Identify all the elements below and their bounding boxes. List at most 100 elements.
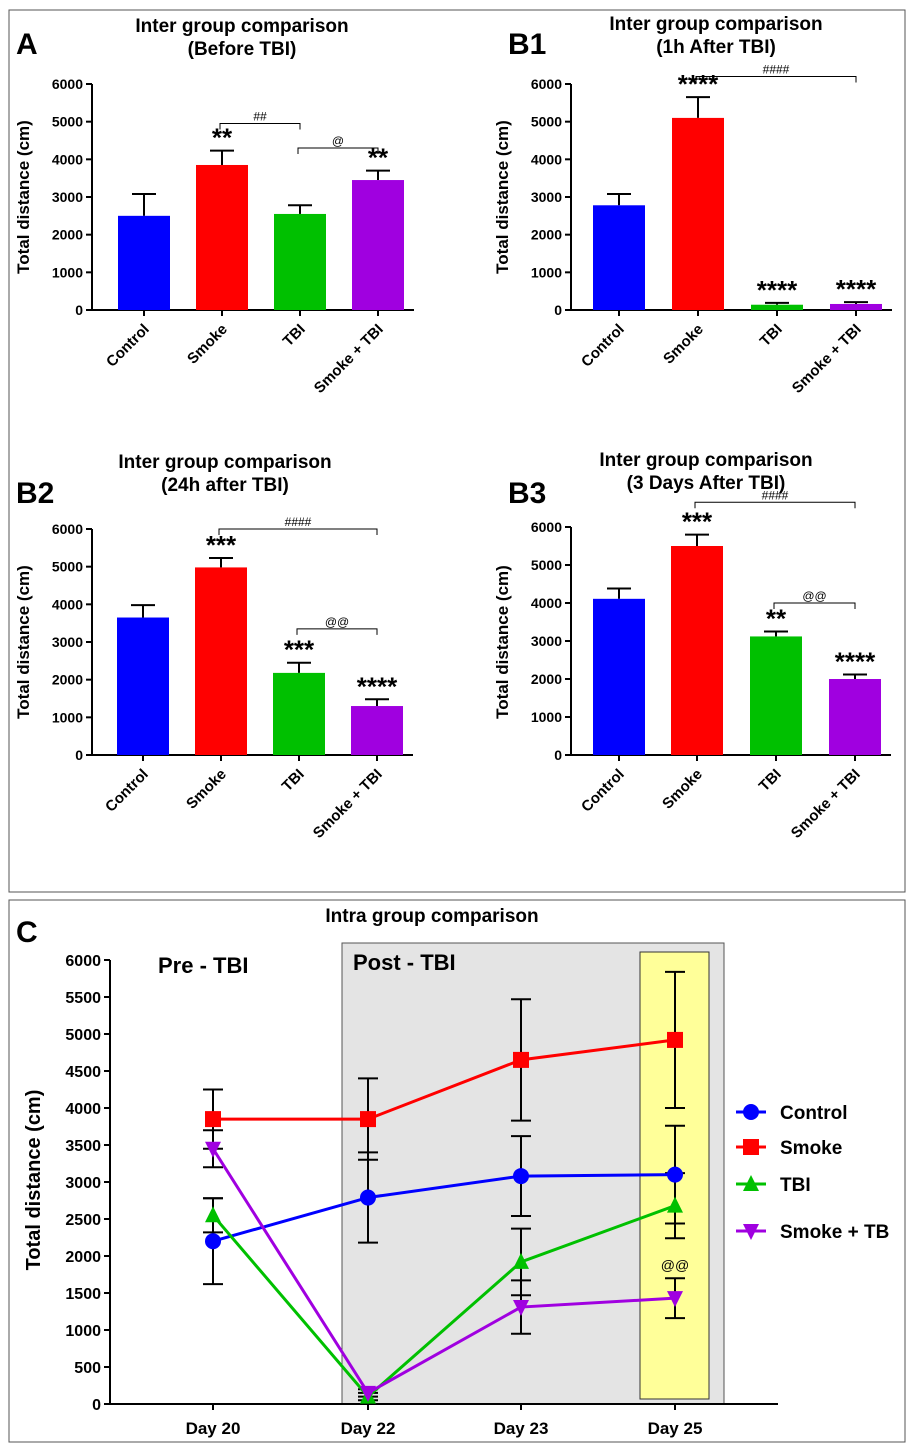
panel-b1-ytick-label: 1000	[531, 264, 562, 280]
bottom-panel-frame	[8, 899, 906, 1443]
panel-c-data-point	[205, 1111, 221, 1128]
panel-b3-ytick-label: 0	[554, 747, 562, 763]
panel-b1-bar	[593, 205, 645, 310]
panel-c-legend: Control Smoke TBI Smoke + TB	[736, 1103, 889, 1243]
panel-b3-ytick-label: 5000	[531, 557, 562, 573]
panel-b3-ytick-label: 2000	[531, 671, 562, 687]
panel-c-ylabel: Total distance (cm)	[23, 1090, 45, 1271]
panel-a-ylabel: Total distance (cm)	[14, 120, 33, 274]
panel-b2-ytick-label: 6000	[52, 521, 83, 537]
panel-a-significance-stars: **	[368, 143, 389, 173]
panel-b1-significance-stars: ****	[757, 275, 798, 305]
panel-b2-ytick-label: 1000	[52, 709, 83, 725]
legend-label: Control	[780, 1103, 848, 1124]
panel-b2-bar	[195, 567, 247, 755]
panel-b2-title: Inter group comparison	[118, 452, 331, 473]
panel-b1-ytick-label: 4000	[531, 151, 562, 167]
panel-a-bracket-label: @	[332, 134, 344, 148]
panel-b3-bar	[593, 598, 645, 755]
panel-a-ytick-label: 0	[75, 302, 83, 318]
panel-b2-ytick-label: 4000	[52, 596, 83, 612]
panel-c-ytick-label: 1500	[65, 1286, 101, 1303]
panel-b2-ytick-label: 5000	[52, 559, 83, 575]
panel-c-data-point	[667, 1031, 683, 1048]
panel-c-ytick-label: 2500	[65, 1212, 101, 1229]
panel-a-comparison-bracket	[219, 123, 301, 130]
panel-b1-ytick-label: 5000	[531, 114, 562, 130]
panel-c-series-line	[213, 1038, 676, 1121]
panel-c-plot: Pre - TBI Post - TBI 0 500 1000 1500 2000 2500 3…	[65, 942, 778, 1438]
panel-c-xtick-label: Day 22	[341, 1419, 396, 1438]
panel-c-data-point	[360, 1189, 376, 1206]
panel-b2-significance-stars: ****	[357, 671, 398, 701]
post-tbi-label: Post - TBI	[353, 950, 456, 975]
panel-c-xtick-label: Day 25	[648, 1419, 703, 1438]
panel-c-data-point	[205, 1206, 221, 1223]
panel-c-ytick-label: 4500	[65, 1064, 101, 1081]
panel-b2-significance-stars: ***	[206, 530, 237, 560]
panel-c-series-line	[211, 1204, 676, 1399]
panel-a-title: Inter group comparison	[135, 16, 348, 37]
panel-b3-ytick-label: 3000	[531, 633, 562, 649]
panel-b2-comparison-bracket	[218, 528, 378, 535]
legend-marker	[743, 1139, 759, 1155]
panel-b2-ylabel: Total distance (cm)	[14, 565, 33, 719]
legend-label: Smoke	[780, 1138, 842, 1159]
panel-c-data-point	[205, 1233, 221, 1250]
panel-c-data-point	[513, 1051, 529, 1068]
panel-b1-ylabel: Total distance (cm)	[493, 120, 512, 274]
panel-b2-subtitle: (24h after TBI)	[161, 475, 289, 496]
panel-b1-ytick-label: 6000	[531, 76, 562, 92]
panel-a-ytick-label: 1000	[52, 264, 83, 280]
panel-c-ytick-label: 3000	[65, 1175, 101, 1192]
legend-marker	[743, 1104, 759, 1120]
panel-a-bar	[118, 215, 170, 310]
panel-b1-ytick-label: 0	[554, 302, 562, 318]
panel-b3-title: Inter group comparison	[599, 450, 812, 471]
pre-tbi-label: Pre - TBI	[158, 953, 248, 978]
panel-b2-bracket-label: ####	[285, 515, 312, 529]
legend-marker	[743, 1175, 759, 1191]
panel-b3-bar	[829, 679, 881, 755]
panel-c-data-point	[513, 1168, 529, 1185]
panel-b1-comparison-bracket	[695, 75, 857, 83]
panel-c-series-line	[212, 1173, 676, 1243]
panel-b3-bracket-label: ####	[762, 488, 789, 502]
panel-c-ytick-label: 1000	[65, 1323, 101, 1340]
panel-a-bar	[352, 180, 404, 310]
panel-b1-bar	[830, 303, 882, 310]
panel-a-comparison-bracket	[297, 147, 379, 155]
panel-b3-ylabel: Total distance (cm)	[493, 565, 512, 719]
panel-b3-ytick-label: 6000	[531, 519, 562, 535]
panel-b3-comparison-bracket	[694, 501, 856, 509]
panel-b1-title: Inter group comparison	[609, 14, 822, 35]
panel-b2-comparison-bracket	[296, 628, 378, 635]
panel-b2-ytick-label: 2000	[52, 672, 83, 688]
panel-c-ytick-label: 0	[92, 1397, 101, 1414]
panel-b3-bar	[671, 546, 723, 755]
panel-c-data-point	[360, 1385, 376, 1402]
panel-c-xtick-label: Day 23	[494, 1419, 549, 1438]
panel-b1-significance-stars: ****	[836, 274, 877, 304]
panel-b3-bar	[750, 636, 802, 755]
panel-b3-significance-stars: **	[766, 604, 787, 634]
top-panel-frame	[8, 9, 906, 893]
panel-c-annotation: @@	[661, 1257, 689, 1273]
panel-b3-subtitle: (3 Days After TBI)	[627, 473, 786, 494]
panel-b2-bar	[117, 617, 169, 755]
legend-label: TBI	[780, 1175, 811, 1196]
legend-marker	[743, 1224, 759, 1240]
panel-a-ytick-label: 4000	[52, 151, 83, 167]
panel-a-ytick-label: 6000	[52, 76, 83, 92]
panel-b2-bar	[273, 672, 325, 755]
panel-c-data-point	[513, 1300, 529, 1317]
panel-c-ytick-label: 500	[74, 1360, 101, 1377]
panel-b1-bar	[751, 304, 803, 310]
panel-c-data-point	[667, 1196, 683, 1213]
panel-b3-bracket-label: @@	[802, 589, 826, 603]
panel-c-ytick-label: 2000	[65, 1249, 101, 1266]
panel-b1-bar	[672, 117, 724, 311]
panel-a-significance-stars: **	[212, 123, 233, 153]
panel-c-data-point	[667, 1291, 683, 1308]
